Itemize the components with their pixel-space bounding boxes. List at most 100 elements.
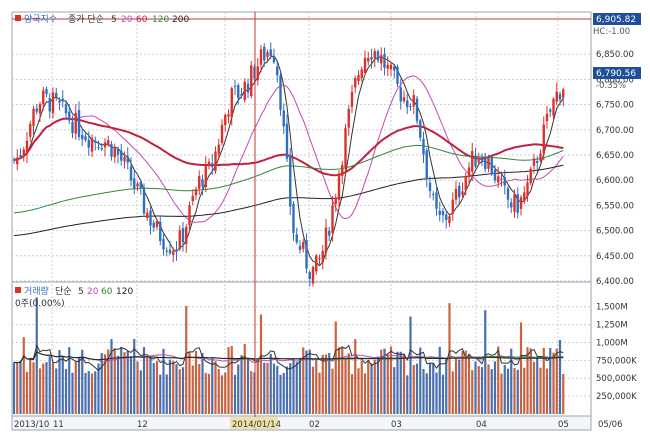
volume-bar — [305, 350, 308, 414]
candle-body — [523, 192, 526, 202]
volume-bar — [464, 350, 467, 414]
volume-bar — [558, 339, 562, 414]
volume-bar — [97, 363, 100, 414]
volume-bar — [552, 352, 555, 414]
volume-bar — [58, 350, 61, 414]
candle-body — [279, 75, 282, 110]
ma5-legend: 5 — [111, 15, 117, 25]
vol-ma5-legend: 5 — [78, 287, 84, 297]
volume-bar — [428, 362, 432, 414]
volume-bar — [360, 360, 363, 414]
candle-body — [224, 114, 227, 126]
volume-bar — [513, 368, 516, 414]
volume-bar — [48, 356, 51, 414]
volume-bar — [159, 374, 162, 414]
volume-tick-label: 750,000K — [596, 356, 637, 366]
volume-bar — [334, 321, 337, 414]
ma60-legend: 60 — [136, 15, 148, 25]
candle-body — [266, 52, 269, 58]
candle-body — [58, 100, 61, 103]
volume-bar — [289, 363, 292, 414]
candle-body — [136, 183, 139, 187]
change-label: HC:-1.00 — [593, 27, 630, 37]
price-legend-ma-label: 종가 단순 — [68, 14, 104, 25]
volume-bar — [344, 358, 347, 414]
candle-body — [432, 194, 435, 196]
candle-body — [428, 182, 432, 192]
crosshair-date-badge — [230, 417, 278, 429]
volume-bar — [295, 362, 298, 414]
volume-bar — [32, 362, 35, 414]
volume-bar — [454, 358, 458, 414]
candle-body — [474, 155, 477, 167]
candle-body — [194, 189, 198, 196]
high-price-badge — [593, 13, 641, 25]
candle-body — [370, 57, 373, 60]
volume-bar — [337, 347, 341, 414]
volume-bar — [445, 358, 448, 414]
candle-body — [165, 250, 168, 252]
candle-body — [497, 176, 500, 183]
price-tick-label: 6,400.00 — [596, 277, 634, 287]
price-tick-label: 6,550.00 — [596, 201, 634, 211]
candle-body — [337, 174, 341, 200]
volume-bar — [87, 371, 90, 414]
volume-bar — [240, 355, 243, 414]
volume-bar — [487, 364, 490, 414]
candle-body — [149, 210, 152, 226]
candle-body — [259, 49, 263, 65]
price-tick-label: 6,650.00 — [596, 151, 634, 161]
volume-bar — [409, 316, 412, 414]
candle-body — [181, 228, 185, 243]
candle-body — [305, 240, 308, 269]
volume-bar — [19, 360, 22, 414]
volume-bar — [129, 356, 133, 414]
candle-body — [464, 175, 467, 191]
candle-body — [256, 66, 259, 81]
volume-bar — [217, 369, 220, 414]
price-tick-label: 6,750.00 — [596, 101, 634, 111]
volume-tick-label: 1,250M — [596, 321, 628, 331]
candle-body — [487, 158, 490, 169]
volume-bar — [474, 361, 477, 414]
candle-body — [324, 227, 328, 253]
candle-body — [133, 178, 136, 189]
candle-body — [107, 140, 110, 145]
volume-bar — [256, 360, 259, 414]
price-legend-title: 양국지수 — [24, 14, 57, 25]
volume-bar — [477, 366, 480, 414]
volume-bar — [545, 368, 549, 414]
candle-body — [532, 158, 536, 166]
candle-body — [341, 164, 344, 176]
candle-body — [302, 242, 305, 249]
candle-body — [298, 245, 302, 251]
volume-bar — [194, 351, 198, 414]
x-label-2013-10: 2013/10 — [14, 420, 49, 430]
candle-body — [467, 167, 471, 177]
volume-bar — [224, 372, 227, 414]
volume-bar — [318, 372, 321, 414]
candle-body — [172, 250, 175, 255]
volume-bar — [227, 347, 230, 414]
candle-body — [510, 202, 513, 208]
candle-body — [357, 74, 360, 82]
candle-body — [367, 57, 370, 62]
volume-bar — [458, 359, 461, 414]
vol-ma120-legend: 120 — [116, 287, 133, 297]
volume-bar — [185, 305, 188, 414]
volume-bar — [120, 346, 123, 414]
candle-body — [513, 194, 516, 212]
candle-body — [516, 194, 519, 213]
volume-legend-title: 거래량 — [24, 285, 49, 297]
candle-body — [126, 156, 129, 163]
volume-bar — [555, 348, 558, 414]
volume-bar — [266, 363, 269, 414]
vol-ma20-legend: 20 — [87, 287, 99, 297]
volume-bar — [191, 365, 194, 414]
volume-bar — [211, 357, 214, 414]
candle-body — [363, 57, 367, 74]
volume-bar — [539, 367, 542, 414]
volume-bar — [90, 373, 94, 414]
candle-body — [419, 120, 422, 138]
